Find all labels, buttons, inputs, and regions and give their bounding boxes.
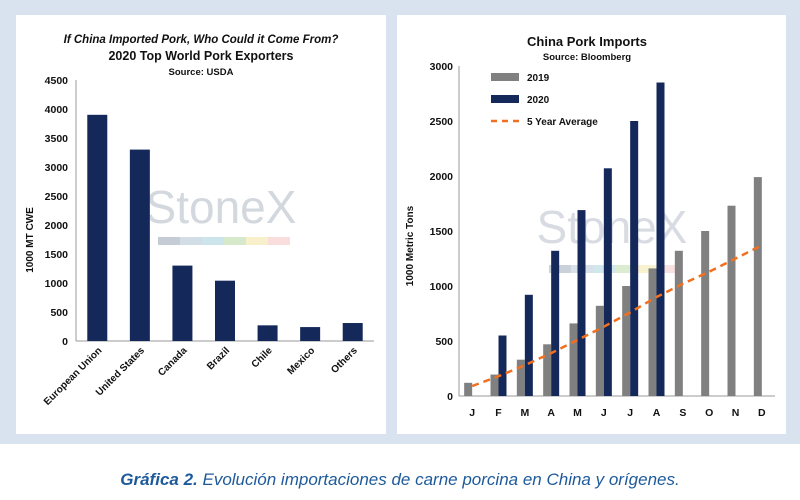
imports-x-tick-label: J [627,407,633,419]
exporters-bar [257,325,278,341]
imports-x-tick-label: O [705,407,713,419]
exporters-bar [342,323,363,341]
imports-chart-panel: China Pork Imports Source: Bloomberg 100… [397,15,786,434]
imports-5-year-average-line [471,244,763,388]
exporters-y-tick-label: 3000 [45,162,69,174]
exporters-y-tick-label: 1500 [45,249,69,261]
exporters-bar [172,265,193,341]
imports-x-tick-label: J [601,407,607,419]
exporters-y-tick-label: 2000 [45,220,69,232]
exporters-x-tick-label: Chile [250,345,275,370]
exporters-watermark: StoneX [146,181,297,245]
imports-bar-2020 [577,210,586,396]
imports-chart: China Pork Imports Source: Bloomberg 100… [405,34,775,419]
exporters-y-tick-label: 4500 [45,75,69,87]
imports-watermark-text: StoneX [537,201,688,253]
legend-swatch-2019 [491,73,519,81]
exporters-bar [129,149,150,341]
imports-x-tick-label: M [573,407,582,419]
exporters-x-tick-label: Mexico [286,345,318,377]
imports-y-tick-label: 0 [447,391,453,403]
exporters-y-tick-label: 4000 [45,104,69,116]
legend-label-2019: 2019 [527,73,550,84]
imports-y-tick-label: 1000 [430,281,454,293]
exporters-chart-subtitle: Source: USDA [169,67,234,78]
imports-x-tick-label: F [495,407,502,419]
imports-bar-2019 [543,344,552,396]
imports-x-tick-label: A [653,407,661,419]
exporters-chart-title: 2020 Top World Pork Exporters [108,49,293,63]
imports-x-tick-label: A [547,407,555,419]
imports-bar-2019 [674,250,683,396]
exporters-bar [300,327,321,341]
imports-y-tick-label: 3000 [430,61,454,73]
exporters-watermark-text: StoneX [146,181,297,233]
exporters-bar [87,114,108,341]
imports-y-tick-label: 2000 [430,171,454,183]
imports-x-tick-label: J [469,407,475,419]
imports-bar-2019 [516,359,525,396]
imports-y-tick-label: 1500 [430,226,454,238]
imports-legend: 2019 2020 5 Year Average [491,73,598,128]
imports-x-tick-label: M [520,407,529,419]
imports-bar-2020 [656,82,665,396]
caption-text: Evolución importaciones de carne porcina… [197,470,680,489]
imports-x-tick-label: S [679,407,686,419]
imports-bar-2020 [630,121,639,396]
legend-swatch-2020 [491,95,519,103]
exporters-y-tick-label: 1000 [45,278,69,290]
imports-bar-2019 [569,323,578,396]
imports-bar-2020 [551,250,560,396]
imports-chart-subtitle: Source: Bloomberg [543,52,631,63]
imports-bar-2019 [753,177,762,396]
exporters-x-tick-label: Others [329,345,360,376]
exporters-chart-panel: If China Imported Pork, Who Could it Com… [16,15,386,434]
exporters-x-tick-label: Brazil [205,345,232,372]
exporters-chart: If China Imported Pork, Who Could it Com… [25,34,374,408]
caption-label: Gráfica 2. [120,470,198,489]
imports-chart-title: China Pork Imports [527,34,647,49]
imports-bar-2019 [622,286,631,396]
imports-y-tick-label: 2500 [430,116,454,128]
imports-bar-2019 [701,231,710,396]
imports-watermark: StoneX [537,201,688,273]
exporters-chart-y-axis-label: 1000 MT CWE [25,207,36,273]
figure-caption: Gráfica 2. Evolución importaciones de ca… [0,470,800,490]
imports-bar-2019 [490,374,499,396]
exporters-bar [215,280,235,341]
exporters-x-tick-label: European Union [42,345,104,407]
exporters-y-tick-label: 3500 [45,133,69,145]
imports-bar-2020 [603,168,612,396]
imports-y-tick-label: 500 [435,336,453,348]
exporters-chart-italic-title: If China Imported Pork, Who Could it Com… [64,34,339,46]
imports-bar-2020 [524,294,533,396]
exporters-y-tick-label: 0 [62,336,68,348]
imports-bar-2019 [648,268,657,396]
imports-bar-2019 [595,305,604,396]
legend-label-5-year-average: 5 Year Average [527,117,598,128]
imports-bar-2019 [727,205,736,396]
legend-label-2020: 2020 [527,95,550,106]
imports-bar-2019 [464,382,473,396]
imports-bar-2020 [498,335,507,396]
imports-x-tick-label: N [732,407,740,419]
imports-chart-y-axis-label: 1000 Metric Tons [405,205,416,286]
exporters-y-tick-label: 500 [50,307,68,319]
exporters-y-tick-label: 2500 [45,191,69,203]
exporters-x-tick-label: Canada [156,345,190,379]
imports-x-tick-label: D [758,407,766,419]
